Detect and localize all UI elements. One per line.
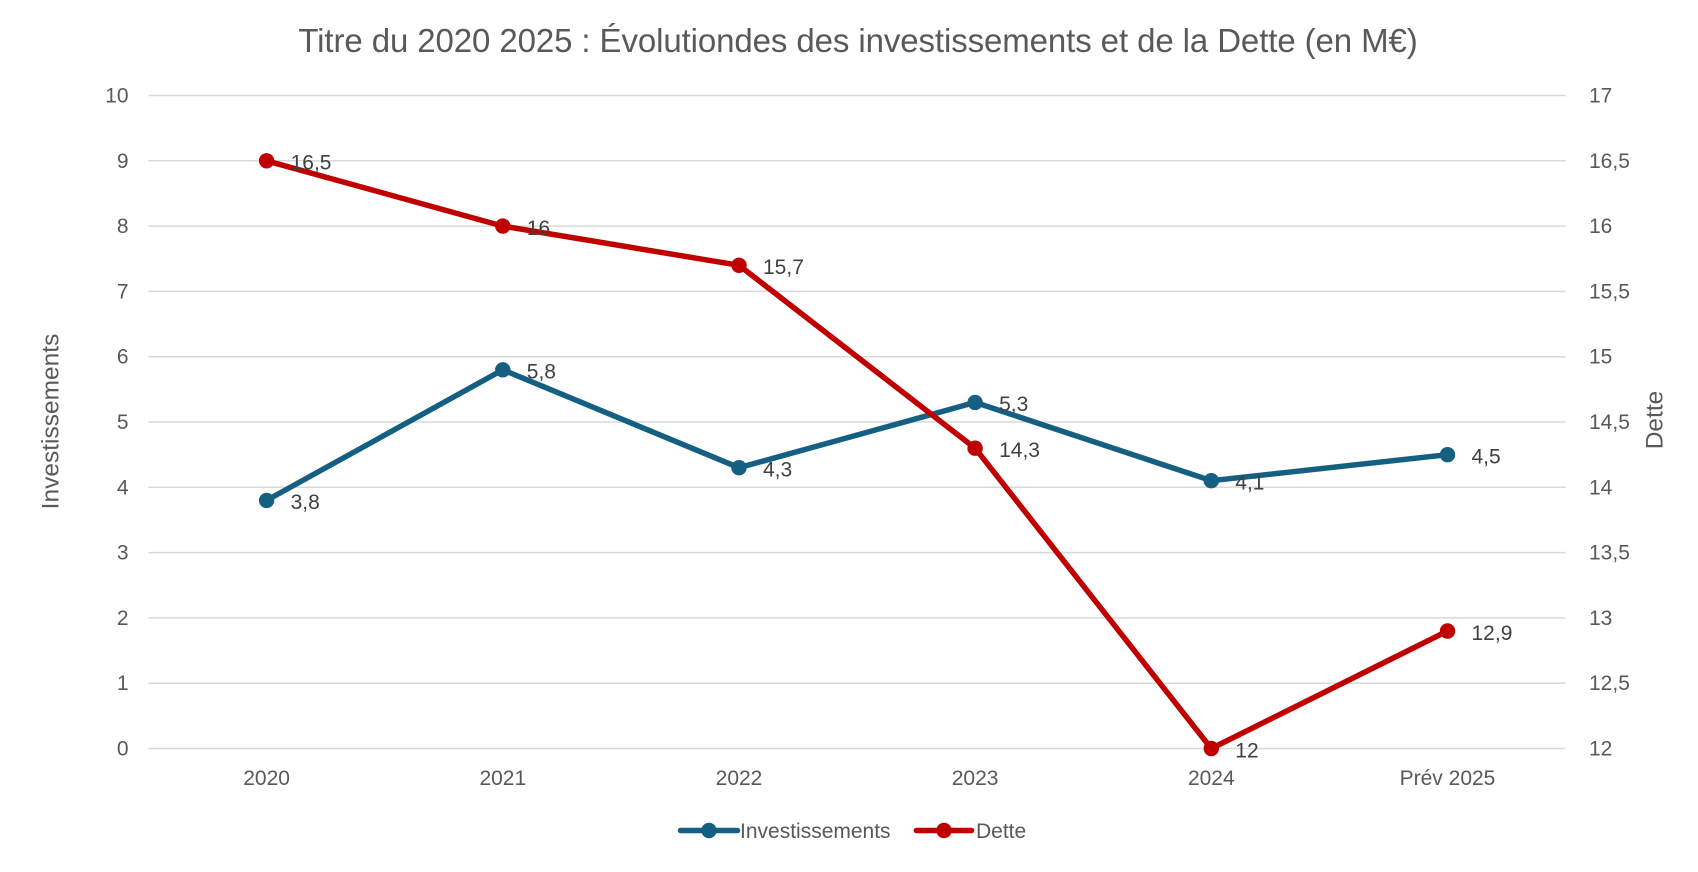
svg-text:15,5: 15,5 <box>1589 280 1630 303</box>
svg-text:5,3: 5,3 <box>999 393 1028 416</box>
svg-text:7: 7 <box>117 280 129 303</box>
svg-text:Dette: Dette <box>1642 391 1669 450</box>
svg-text:17: 17 <box>1589 85 1612 108</box>
svg-text:4,1: 4,1 <box>1235 472 1264 495</box>
svg-text:12: 12 <box>1235 739 1258 762</box>
svg-text:Titre du 2020 2025 : Évolution: Titre du 2020 2025 : Évolutiondes des in… <box>298 22 1417 59</box>
svg-text:8: 8 <box>117 215 129 238</box>
svg-text:4,3: 4,3 <box>763 459 792 482</box>
svg-text:13,5: 13,5 <box>1589 542 1630 565</box>
svg-text:Investissements: Investissements <box>38 334 65 510</box>
svg-text:16: 16 <box>1589 215 1612 238</box>
svg-text:Dette: Dette <box>976 820 1026 843</box>
svg-text:16: 16 <box>527 217 550 240</box>
svg-text:10: 10 <box>105 85 128 108</box>
svg-text:3: 3 <box>117 542 129 565</box>
svg-text:2022: 2022 <box>716 767 763 790</box>
svg-text:13: 13 <box>1589 607 1612 630</box>
svg-text:4,5: 4,5 <box>1472 446 1501 469</box>
svg-text:12: 12 <box>1589 738 1612 761</box>
svg-text:Prév 2025: Prév 2025 <box>1400 767 1496 790</box>
svg-text:15,7: 15,7 <box>763 256 804 279</box>
svg-text:5,8: 5,8 <box>527 361 556 384</box>
svg-text:14,5: 14,5 <box>1589 411 1630 434</box>
svg-text:4: 4 <box>117 476 129 499</box>
svg-text:1: 1 <box>117 672 129 695</box>
svg-text:2021: 2021 <box>479 767 526 790</box>
svg-text:0: 0 <box>117 738 129 761</box>
svg-text:15: 15 <box>1589 346 1612 369</box>
svg-text:12,9: 12,9 <box>1472 622 1513 645</box>
svg-text:Investissements: Investissements <box>740 820 891 843</box>
svg-text:6: 6 <box>117 346 129 369</box>
svg-text:2023: 2023 <box>952 767 999 790</box>
svg-text:3,8: 3,8 <box>291 491 320 514</box>
svg-text:16,5: 16,5 <box>291 152 332 175</box>
svg-text:9: 9 <box>117 150 129 173</box>
svg-text:2020: 2020 <box>243 767 290 790</box>
svg-text:16,5: 16,5 <box>1589 150 1630 173</box>
svg-text:2: 2 <box>117 607 129 630</box>
svg-text:14: 14 <box>1589 476 1613 499</box>
svg-text:2024: 2024 <box>1188 767 1235 790</box>
svg-text:12,5: 12,5 <box>1589 672 1630 695</box>
svg-text:5: 5 <box>117 411 129 434</box>
svg-text:14,3: 14,3 <box>999 439 1040 462</box>
